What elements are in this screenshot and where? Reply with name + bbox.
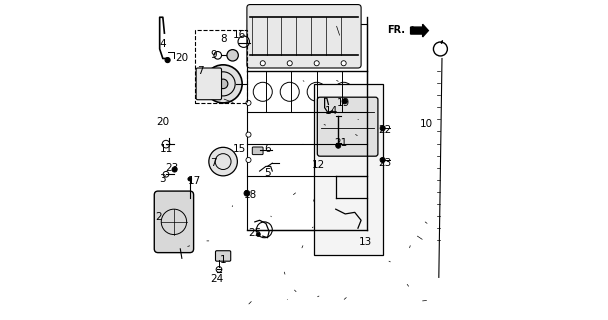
- Text: 4: 4: [159, 39, 166, 49]
- FancyBboxPatch shape: [317, 97, 378, 156]
- Text: 17: 17: [188, 176, 201, 186]
- Circle shape: [227, 50, 238, 61]
- FancyBboxPatch shape: [252, 147, 263, 155]
- Text: 7: 7: [198, 66, 204, 76]
- Circle shape: [336, 143, 341, 148]
- Circle shape: [204, 65, 242, 103]
- Text: 10: 10: [420, 118, 433, 129]
- Circle shape: [218, 79, 228, 89]
- Circle shape: [314, 61, 319, 66]
- Bar: [247, 24, 367, 230]
- Circle shape: [287, 61, 292, 66]
- Text: 21: 21: [334, 138, 347, 148]
- Text: 22: 22: [378, 125, 392, 135]
- Circle shape: [246, 100, 251, 105]
- Text: 16: 16: [232, 30, 246, 40]
- Text: 25: 25: [248, 228, 261, 238]
- Text: 24: 24: [210, 274, 223, 284]
- Text: 23: 23: [166, 163, 179, 173]
- Circle shape: [380, 157, 385, 163]
- Text: 13: 13: [359, 237, 373, 247]
- Text: 20: 20: [175, 53, 188, 63]
- Circle shape: [246, 157, 251, 163]
- Circle shape: [188, 177, 192, 181]
- FancyBboxPatch shape: [196, 68, 221, 100]
- Circle shape: [260, 61, 265, 66]
- FancyBboxPatch shape: [215, 251, 230, 261]
- FancyBboxPatch shape: [247, 4, 361, 68]
- Text: 23: 23: [378, 158, 392, 168]
- Circle shape: [257, 233, 260, 236]
- Text: 9: 9: [210, 50, 217, 60]
- Text: 15: 15: [232, 144, 246, 154]
- Text: 2: 2: [155, 212, 161, 222]
- Circle shape: [341, 61, 346, 66]
- Circle shape: [165, 58, 170, 63]
- Text: 11: 11: [159, 144, 173, 154]
- Text: 12: 12: [312, 160, 325, 170]
- Bar: [314, 84, 383, 255]
- Text: 20: 20: [156, 117, 170, 127]
- Circle shape: [209, 147, 237, 176]
- Circle shape: [380, 126, 385, 131]
- Text: 14: 14: [324, 106, 337, 116]
- Circle shape: [244, 190, 250, 196]
- Text: 6: 6: [264, 144, 271, 154]
- FancyBboxPatch shape: [154, 191, 193, 252]
- Text: 7: 7: [210, 158, 217, 168]
- Text: 5: 5: [264, 168, 271, 178]
- Circle shape: [342, 99, 347, 104]
- Text: 18: 18: [243, 190, 257, 200]
- Bar: [195, 30, 247, 103]
- Circle shape: [246, 132, 251, 137]
- FancyArrow shape: [410, 24, 429, 37]
- Text: 8: 8: [220, 35, 226, 44]
- Text: 3: 3: [159, 174, 166, 184]
- Text: FR.: FR.: [387, 25, 405, 35]
- Text: 1: 1: [220, 255, 226, 265]
- Text: 19: 19: [337, 98, 350, 108]
- Circle shape: [172, 167, 177, 172]
